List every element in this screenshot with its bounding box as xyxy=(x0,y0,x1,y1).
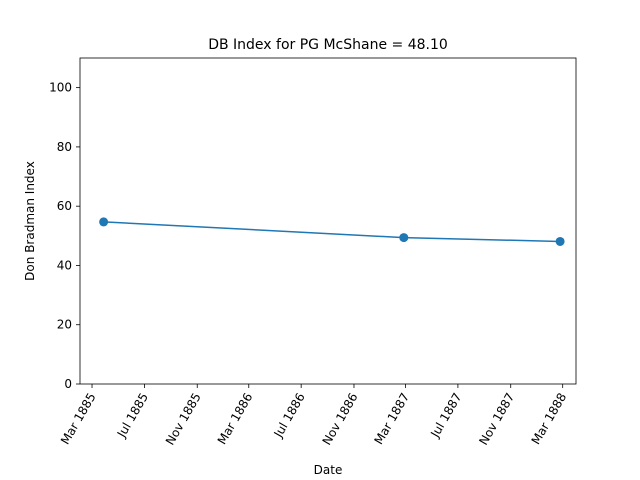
series-line xyxy=(103,221,561,243)
series-group xyxy=(99,217,565,246)
x-tick-label: Jul 1885 xyxy=(114,391,151,441)
data-point xyxy=(399,233,409,243)
x-tick-label: Mar 1885 xyxy=(58,391,99,447)
x-tick-label: Nov 1885 xyxy=(163,391,204,448)
data-point xyxy=(555,236,565,246)
plot-frame xyxy=(79,57,577,385)
x-axis: Mar 1885 Jul 1885 Nov 1885 Mar 1886 Jul 1886… xyxy=(58,384,569,448)
x-tick-label: Jul 1886 xyxy=(271,391,308,441)
y-tick-label: 0 xyxy=(64,377,72,391)
x-tick-label: Mar 1888 xyxy=(529,391,570,447)
x-tick-label: Mar 1886 xyxy=(215,391,256,447)
chart-title: DB Index for PG McShane = 48.10 xyxy=(208,37,448,53)
x-axis-label: Date xyxy=(314,463,343,477)
y-tick-label: 20 xyxy=(57,318,72,332)
y-axis: 0 20 40 60 80 100 xyxy=(49,81,80,391)
y-tick-label: 100 xyxy=(49,81,72,95)
x-tick-label: Mar 1887 xyxy=(371,391,412,447)
y-tick-label: 60 xyxy=(57,199,72,213)
y-tick-label: 40 xyxy=(57,258,72,272)
data-point xyxy=(99,217,109,227)
x-tick-label: Jul 1887 xyxy=(427,391,464,441)
x-tick-label: Nov 1886 xyxy=(320,391,361,448)
y-axis-label: Don Bradman Index xyxy=(23,161,37,281)
plot-area xyxy=(79,57,577,385)
x-tick-label: Nov 1887 xyxy=(476,391,517,448)
y-tick-label: 80 xyxy=(57,140,72,154)
